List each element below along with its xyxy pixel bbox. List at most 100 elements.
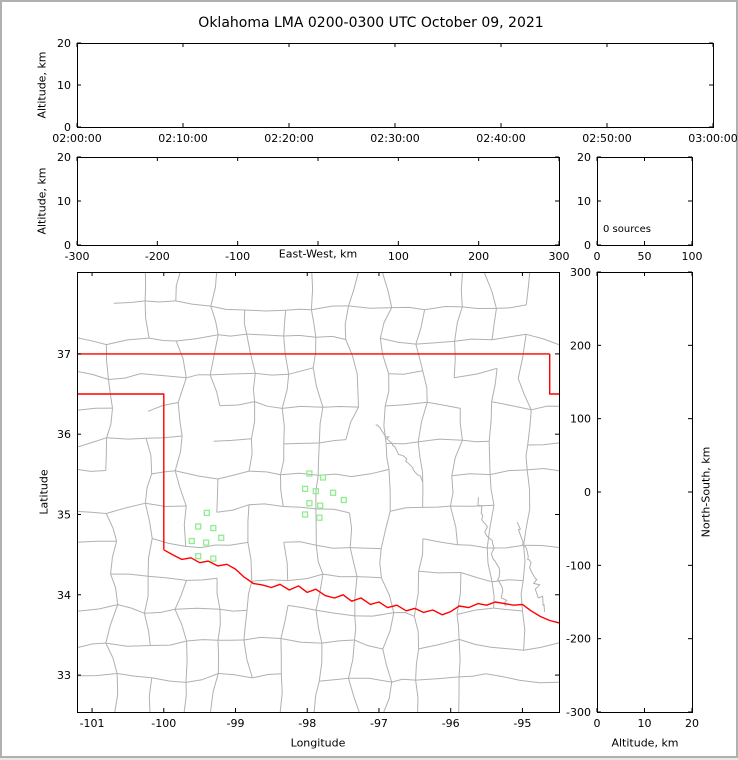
x-tick-label: 02:30:00 (370, 132, 419, 145)
county-line (418, 439, 462, 442)
county-line (490, 475, 494, 506)
county-line (106, 438, 107, 471)
county-line (283, 507, 316, 509)
county-line (77, 643, 106, 648)
x-tick-label: 20 (685, 717, 699, 730)
county-line (389, 371, 423, 375)
county-line (146, 438, 152, 474)
county-line (416, 677, 460, 680)
county-line (107, 438, 147, 439)
county-line (144, 613, 150, 645)
county-line (455, 339, 493, 341)
county-line (111, 541, 117, 574)
y-tick-label: 200 (570, 339, 591, 352)
station-marker (307, 471, 312, 476)
county-line (523, 545, 525, 580)
county-line (77, 371, 109, 379)
county-line (450, 506, 457, 545)
county-line (145, 301, 149, 338)
county-line (492, 580, 523, 582)
x-tick-label: -300 (65, 250, 90, 263)
county-line (458, 545, 488, 548)
county-line (280, 674, 282, 712)
y-tick-label: 0 (584, 486, 591, 499)
county-line (77, 469, 106, 471)
county-line (385, 402, 427, 406)
county-line (249, 471, 281, 475)
county-line (144, 609, 175, 613)
county-line (492, 582, 494, 608)
county-line (211, 674, 219, 713)
county-line (311, 306, 348, 310)
county-line (251, 402, 254, 439)
county-line (217, 479, 218, 512)
county-line (281, 444, 284, 475)
station-marker (211, 526, 216, 531)
y-tick-label: 35 (57, 508, 71, 521)
x-tick-label: -97 (370, 717, 388, 730)
county-line (248, 505, 249, 543)
county-line (355, 577, 357, 616)
county-line (282, 374, 289, 408)
state-border-segment (550, 354, 559, 394)
county-line (357, 577, 381, 578)
county-line (419, 539, 423, 572)
county-line (220, 402, 255, 406)
county-line (385, 374, 389, 406)
county-line (524, 509, 530, 545)
county-line (176, 272, 180, 301)
county-line (489, 402, 491, 442)
county-line (211, 306, 245, 310)
county-line (322, 640, 355, 643)
county-line (220, 609, 247, 611)
county-line (392, 307, 425, 309)
x-tick-label: 10 (638, 717, 652, 730)
county-line (115, 674, 118, 713)
county-line (281, 639, 322, 644)
county-line (350, 548, 381, 549)
county-line (109, 374, 141, 380)
x-tick-label: 300 (549, 250, 570, 263)
county-line (249, 439, 252, 471)
y-tick-label: 20 (57, 37, 71, 50)
county-line (247, 334, 284, 336)
county-line (106, 605, 118, 644)
county-line (118, 605, 145, 614)
county-line (245, 310, 286, 311)
county-line (383, 613, 394, 650)
county-line (281, 475, 284, 507)
station-marker (321, 475, 326, 480)
county-line (145, 503, 186, 506)
county-line (318, 443, 319, 475)
county-line (394, 613, 415, 617)
county-line (252, 580, 288, 582)
county-line (288, 574, 323, 581)
x-tick-label: 200 (468, 250, 489, 263)
county-line (491, 647, 524, 650)
county-line (316, 509, 350, 513)
y-tick-label: 33 (57, 669, 71, 682)
county-line (77, 511, 106, 513)
county-line (282, 408, 284, 444)
county-line (350, 548, 357, 577)
county-line (323, 407, 359, 408)
county-line (178, 378, 186, 403)
map-ylabel: Latitude (38, 469, 51, 514)
county-line (141, 374, 187, 378)
county-line (381, 511, 390, 548)
y-tick-label: 0 (64, 121, 71, 134)
county-line (416, 344, 423, 371)
county-line (494, 608, 523, 611)
county-line (176, 301, 211, 306)
x-tick-label: 02:00:00 (52, 132, 101, 145)
county-line (351, 469, 389, 476)
county-line (186, 674, 218, 683)
county-line (217, 578, 220, 609)
county-line (454, 368, 497, 377)
x-tick-label: -101 (80, 717, 105, 730)
county-line (186, 545, 216, 548)
county-line (175, 609, 187, 641)
